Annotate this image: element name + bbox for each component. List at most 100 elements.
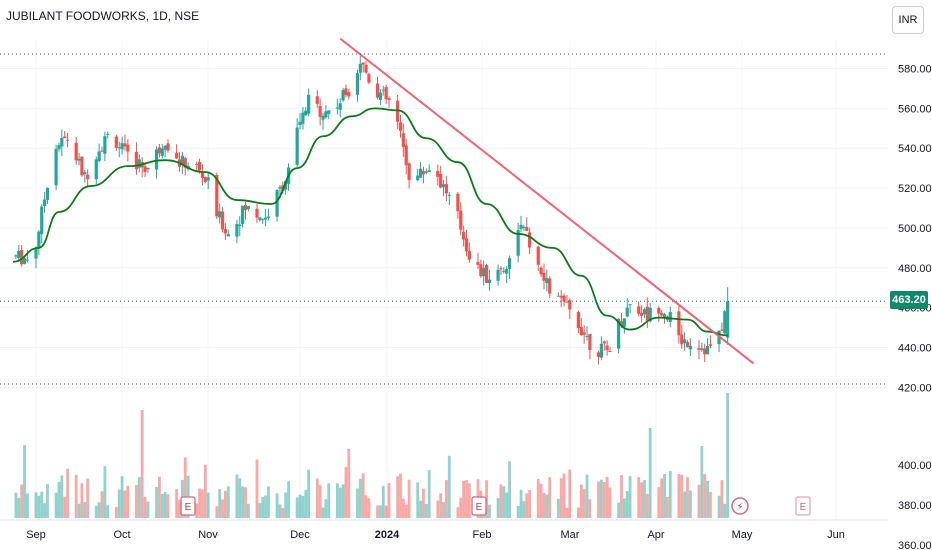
- volume-bar: [261, 497, 265, 518]
- candle-body: [14, 255, 18, 257]
- volume-bar: [63, 496, 67, 518]
- candle-body: [559, 295, 563, 298]
- volume-bar: [246, 503, 250, 518]
- trendline: [339, 37, 755, 365]
- volume-bar: [542, 492, 546, 518]
- moving-average-line: [12, 107, 728, 337]
- candle-body: [484, 265, 489, 283]
- candle-body: [22, 258, 27, 264]
- volume-bar: [717, 495, 721, 518]
- candle-body: [605, 345, 609, 351]
- volume-bar: [284, 492, 288, 518]
- chart-title: JUBILANT FOODWORKS, 1D, NSE: [6, 9, 200, 23]
- svg-text:E: E: [476, 502, 483, 513]
- volume-bar: [344, 467, 348, 518]
- volume-bar: [502, 486, 506, 518]
- candle-body: [467, 250, 471, 260]
- earnings-marker-icon[interactable]: E: [471, 496, 487, 516]
- candle-body: [347, 92, 351, 97]
- candle-body: [464, 238, 469, 252]
- candle-body: [677, 311, 681, 336]
- volume-bar: [275, 493, 279, 518]
- volume-bar: [508, 461, 511, 518]
- volume-bar: [198, 488, 201, 518]
- volume-bar: [447, 455, 451, 518]
- candle-body: [63, 136, 67, 139]
- candle-body: [542, 273, 546, 281]
- candle-body: [324, 111, 328, 118]
- volume-bar: [103, 466, 107, 518]
- volume-histogram: [14, 393, 730, 518]
- dividend-marker-icon[interactable]: ⚡: [731, 497, 749, 515]
- candle-body: [556, 295, 560, 297]
- volume-bar: [235, 474, 239, 518]
- candle-body: [295, 127, 299, 165]
- candle-body: [565, 301, 569, 303]
- volume-bar: [381, 485, 385, 518]
- volume-bar: [648, 428, 652, 518]
- candle-body: [384, 87, 388, 100]
- candle-body: [163, 145, 167, 150]
- candle-body: [697, 348, 701, 350]
- volume-bar: [178, 499, 181, 518]
- candle-body: [487, 279, 492, 284]
- candle-body: [439, 174, 443, 188]
- volume-bar: [436, 500, 440, 518]
- candle-body: [662, 314, 667, 319]
- candle-body: [387, 98, 391, 100]
- candle-body: [436, 171, 440, 177]
- svg-text:E: E: [185, 502, 192, 513]
- volume-bar: [700, 446, 704, 518]
- candle-body: [284, 180, 288, 190]
- candle-body: [528, 232, 532, 248]
- currency-button[interactable]: INR: [892, 6, 924, 34]
- candle-body: [683, 339, 687, 344]
- volume-bar: [709, 492, 712, 518]
- candle-body: [421, 170, 426, 175]
- candle-body: [482, 267, 486, 277]
- volume-bar: [203, 464, 207, 518]
- volume-bar: [519, 489, 523, 518]
- candle-body: [648, 307, 652, 322]
- earnings-marker-icon[interactable]: E: [180, 496, 196, 516]
- volume-bar: [396, 476, 400, 518]
- volume-bar: [218, 489, 222, 518]
- candle-body: [479, 264, 483, 277]
- candle-body: [657, 307, 661, 314]
- volume-bar: [703, 474, 707, 518]
- candle-body: [278, 186, 282, 189]
- volume-bar: [456, 507, 460, 518]
- candle-body: [579, 326, 583, 336]
- volume-bar: [401, 498, 405, 518]
- volume-bar: [556, 498, 560, 518]
- candle-body: [688, 345, 692, 350]
- candle-body: [137, 159, 141, 168]
- candle-body: [100, 150, 104, 152]
- candle-body: [401, 133, 405, 148]
- volume-bar: [625, 491, 629, 518]
- candle-body: [596, 352, 601, 357]
- volume-bar: [384, 505, 388, 518]
- volume-bar: [100, 491, 104, 518]
- candle-body: [585, 336, 589, 338]
- volume-bar: [258, 502, 262, 518]
- candle-body: [505, 268, 509, 274]
- earnings-marker-icon[interactable]: E: [795, 496, 811, 516]
- candle-body: [507, 258, 512, 270]
- volume-bar: [407, 479, 411, 518]
- volume-bar: [17, 498, 21, 518]
- candle-body: [203, 177, 207, 182]
- volume-bar: [23, 445, 26, 518]
- volume-bar: [34, 492, 38, 518]
- volume-bar: [226, 486, 230, 518]
- candle-body: [416, 175, 420, 181]
- volume-bar: [617, 502, 621, 518]
- candle-body: [576, 312, 581, 329]
- volume-bar: [37, 495, 41, 518]
- volume-bar: [120, 476, 124, 518]
- candle-body: [65, 139, 70, 141]
- volume-bar: [287, 481, 290, 518]
- price-tick-label: 580.00: [898, 64, 932, 76]
- volume-bar: [123, 490, 127, 518]
